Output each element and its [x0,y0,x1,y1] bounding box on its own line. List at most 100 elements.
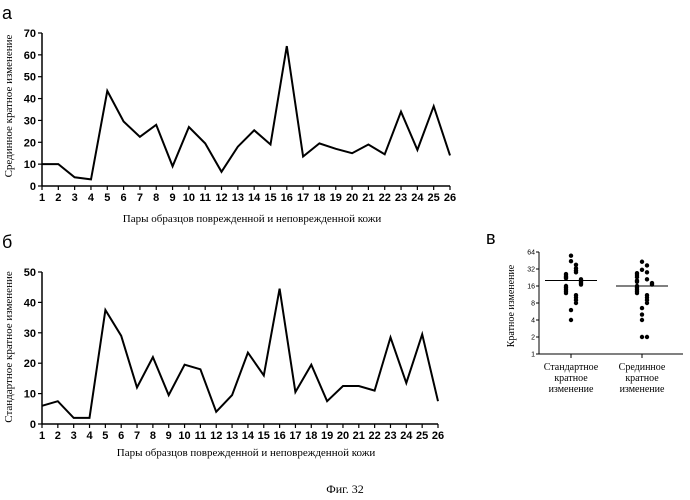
panel-c-ytick-label: 8 [531,301,535,308]
panel-c-category-line: кратное [554,373,588,384]
panel-b-xtick-label: 2 [55,430,61,442]
panel-b-xtick-label: 9 [166,430,172,442]
panel-c-ytick-label: 64 [527,250,535,257]
panel-a-xtick-label: 17 [297,192,309,204]
panel-c-ticks: 1248163264 [527,250,642,359]
panel-b-xtick-label: 19 [321,430,333,442]
panel-b-ticks: 0102030405012345678910111213141516171819… [24,267,444,442]
panel-c-point [569,318,573,322]
panel-c-category-line: изменение [620,384,665,395]
panel-b-xtick-label: 20 [337,430,349,442]
panel-c-point [640,312,644,316]
panel-a-xtick-label: 24 [411,192,424,204]
panel-c-ytick-label: 16 [527,284,535,291]
panel-c-point [645,270,649,274]
panel-b-xtick-label: 21 [353,430,365,442]
panel-b-xtick-label: 22 [369,430,381,442]
panel-a-series-line [42,46,450,179]
panel-c-category-labels: СтандартноекратноеизменениеСрединноекрат… [544,362,666,395]
panel-b-xtick-label: 5 [102,430,108,442]
panel-a-ticks: 0102030405060701234567891011121314151617… [24,28,456,204]
panel-b-xtick-label: 18 [305,430,317,442]
panel-c-ytick-label: 4 [531,318,535,325]
panel-a-xtick-label: 5 [104,192,110,204]
panel-c-point [579,282,583,286]
panel-c-point [569,308,573,312]
panel-a-ytick-label: 20 [24,137,36,149]
panel-c-category-label: Срединноекратноеизменение [619,362,666,395]
panel-a-xtick-label: 25 [428,192,440,204]
panel-a-ytick-label: 30 [24,115,36,127]
panel-c-point [640,260,644,264]
panel-a-xtick-label: 11 [199,192,211,204]
panel-c-ytick-label: 2 [531,335,535,342]
panel-b-xtick-label: 7 [134,430,140,442]
panel-c-point [645,263,649,267]
panel-c-point [635,280,639,284]
panel-b-xlabel: Пары образцов поврежденной и неповрежден… [117,447,376,459]
panel-a-xtick-label: 22 [379,192,391,204]
panel-b-xtick-label: 8 [150,430,156,442]
panel-c-point [640,335,644,339]
panel-a-xtick-label: 13 [232,192,244,204]
panel-c-point [640,318,644,322]
panel-c-point [564,291,568,295]
panel-c-ytick-label: 32 [527,267,535,274]
panel-a-ytick-label: 50 [24,72,36,84]
panel-c-point [574,301,578,305]
panel-a-ytick-label: 10 [24,159,36,171]
panel-b-xtick-label: 25 [416,430,428,442]
panel-c-point [640,268,644,272]
panel-c-point [640,306,644,310]
panel-a-ylabel: Срединное кратное изменение [3,34,15,177]
panel-b-ytick-label: 40 [24,297,36,309]
panel-c-point [569,259,573,263]
panel-a-xtick-label: 20 [346,192,358,204]
panel-c-category-line: изменение [549,384,594,395]
panel-b-axes [42,272,438,424]
panel-a-line-chart: а Пары образцов поврежденной и неповрежд… [2,3,456,225]
panel-c-point [645,301,649,305]
panel-c-category-line: Срединное [619,362,666,373]
panel-c-category-line: Стандартное [544,362,599,373]
panel-a-xtick-label: 10 [183,192,195,204]
panel-c-axes [539,252,683,354]
panel-b-xtick-label: 11 [195,430,207,442]
figure-caption: Фиг. 32 [326,482,363,496]
panel-a-ytick-label: 0 [30,181,36,193]
panel-b-xtick-label: 3 [71,430,77,442]
panel-a-xtick-label: 7 [137,192,143,204]
panel-b-ytick-label: 10 [24,389,36,401]
panel-b-xtick-label: 6 [118,430,124,442]
panel-a-xtick-label: 9 [169,192,175,204]
panel-b-ytick-label: 30 [24,328,36,340]
panel-b-xtick-label: 23 [384,430,396,442]
panel-b-xtick-label: 16 [273,430,285,442]
panel-a-xtick-label: 14 [248,192,261,204]
panel-a-xtick-label: 12 [215,192,227,204]
panel-c-point [574,270,578,274]
panel-c-points [545,254,668,340]
panel-c-letter: в [486,228,496,248]
panel-c-point [645,335,649,339]
panel-c-category-line: кратное [625,373,659,384]
panel-a-xtick-label: 2 [55,192,61,204]
panel-a-xtick-label: 23 [395,192,407,204]
panel-c-point [635,291,639,295]
panel-a-xtick-label: 1 [39,192,45,204]
panel-c-point [569,254,573,258]
panel-a-xlabel: Пары образцов поврежденной и неповрежден… [123,213,382,225]
panel-b-xtick-label: 1 [39,430,45,442]
panel-b-xtick-label: 10 [178,430,190,442]
panel-b-series-line [42,289,438,418]
panel-a-xtick-label: 3 [72,192,78,204]
panel-c-category-label: Стандартноекратноеизменение [544,362,599,395]
panel-b-xtick-label: 15 [258,430,270,442]
panel-b-xtick-label: 26 [432,430,444,442]
panel-c-point [564,276,568,280]
panel-a-xtick-label: 19 [330,192,342,204]
panel-b-ylabel: Стандартное кратное изменение [3,271,15,423]
panel-a-ytick-label: 60 [24,50,36,62]
panel-c-ylabel: Кратное изменение [506,264,517,347]
